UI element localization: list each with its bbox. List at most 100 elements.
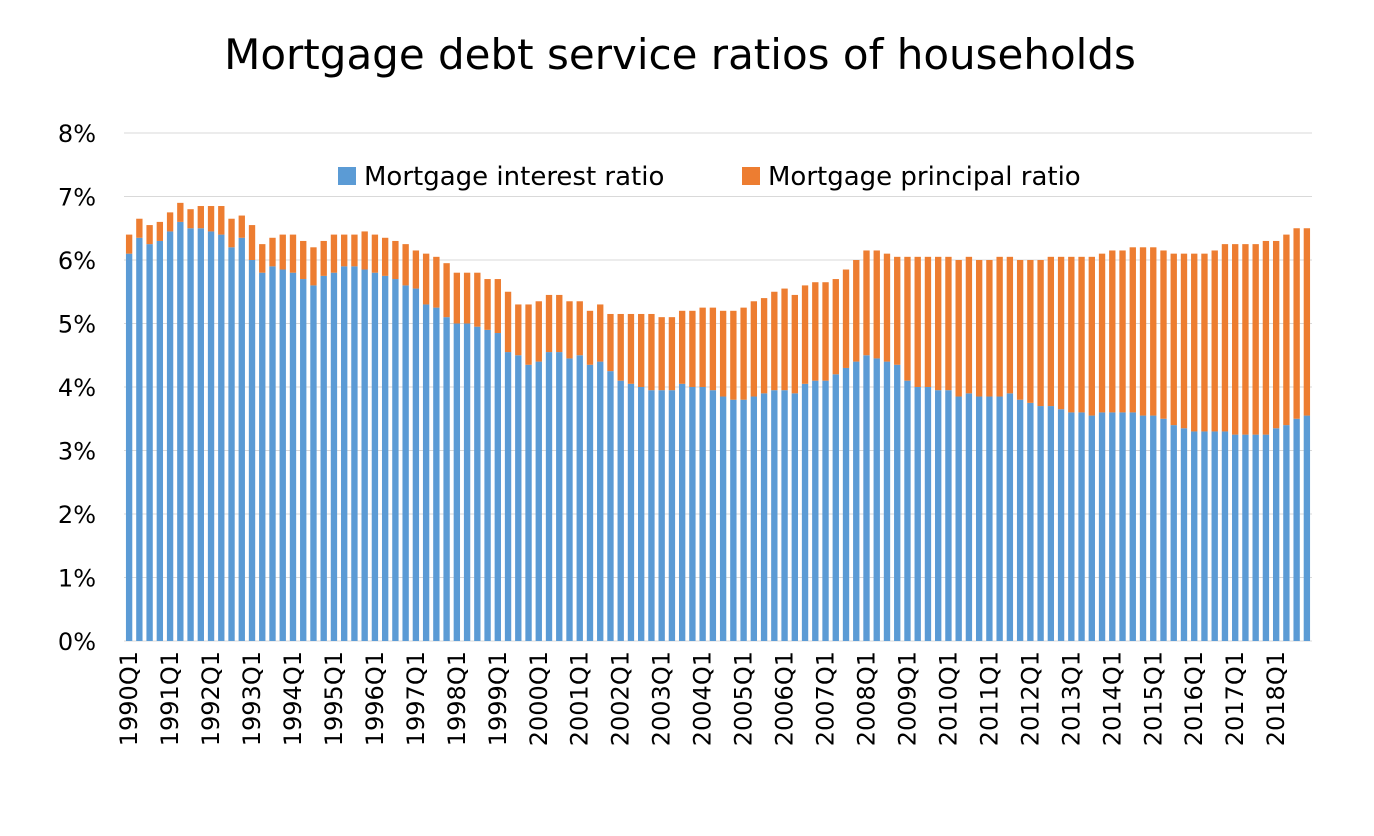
bar-principal bbox=[453, 272, 461, 324]
bar-principal bbox=[996, 256, 1003, 397]
bar-interest bbox=[1068, 412, 1075, 641]
bar-principal bbox=[1057, 256, 1065, 410]
bar-principal bbox=[248, 225, 256, 260]
bar-interest bbox=[1283, 425, 1290, 641]
bar-principal bbox=[300, 240, 307, 280]
bar-principal bbox=[504, 291, 512, 353]
bar-principal bbox=[730, 310, 737, 400]
bar-interest bbox=[627, 383, 635, 641]
bar-interest bbox=[986, 396, 993, 641]
bar-interest bbox=[1242, 434, 1249, 641]
bar-principal bbox=[853, 260, 860, 362]
bar-interest bbox=[381, 275, 389, 641]
bar-interest bbox=[781, 390, 788, 641]
bar-interest bbox=[1037, 406, 1044, 641]
bar-interest bbox=[156, 240, 164, 641]
bar-principal bbox=[914, 256, 921, 387]
bar-interest bbox=[740, 399, 747, 641]
bar-principal bbox=[136, 218, 143, 238]
bar-interest bbox=[955, 396, 962, 641]
bar-interest bbox=[494, 333, 501, 641]
bar-principal bbox=[781, 288, 788, 391]
x-tick-label: 1998Q1 bbox=[443, 651, 471, 746]
bar-principal bbox=[709, 307, 717, 391]
bar-interest bbox=[1098, 412, 1106, 641]
bar-principal bbox=[812, 282, 819, 381]
bar-interest bbox=[1262, 434, 1270, 641]
legend-label: Mortgage interest ratio bbox=[364, 162, 664, 192]
bar-interest bbox=[187, 228, 194, 641]
bar-interest bbox=[535, 361, 542, 641]
bar-interest bbox=[996, 396, 1003, 641]
bar-principal bbox=[832, 279, 839, 375]
x-tick-label: 1992Q1 bbox=[197, 651, 225, 746]
bar-principal bbox=[658, 317, 665, 391]
bar-principal bbox=[904, 256, 911, 381]
bar-interest bbox=[1016, 399, 1024, 641]
bar-principal bbox=[648, 313, 655, 391]
x-tick-label: 2018Q1 bbox=[1262, 651, 1290, 746]
legend-swatch bbox=[742, 167, 760, 185]
bar-principal bbox=[402, 244, 409, 286]
x-tick-label: 1995Q1 bbox=[320, 651, 348, 746]
bar-principal bbox=[392, 240, 399, 280]
bar-principal bbox=[463, 272, 471, 324]
bar-interest bbox=[515, 355, 522, 641]
bar-interest bbox=[1119, 412, 1126, 641]
bar-principal bbox=[361, 231, 368, 270]
bar-interest bbox=[228, 247, 235, 642]
x-tick-label: 2010Q1 bbox=[934, 651, 962, 746]
bar-interest bbox=[1221, 431, 1229, 641]
y-tick-label: 3% bbox=[58, 438, 96, 466]
y-tick-label: 0% bbox=[58, 628, 96, 656]
bar-principal bbox=[433, 256, 440, 308]
bar-interest bbox=[1027, 402, 1034, 641]
bar-principal bbox=[1170, 253, 1177, 426]
legend: Mortgage interest ratio Mortgage principa… bbox=[338, 162, 1081, 192]
bar-interest bbox=[586, 364, 594, 641]
x-tick-label: 2008Q1 bbox=[853, 651, 881, 746]
y-tick-label: 4% bbox=[58, 374, 96, 402]
bar-principal bbox=[822, 282, 829, 381]
bar-interest bbox=[638, 387, 645, 641]
x-tick-label: 2005Q1 bbox=[730, 651, 758, 746]
bar-interest bbox=[883, 361, 891, 641]
bar-principal bbox=[341, 234, 348, 267]
bar-interest bbox=[873, 358, 880, 641]
bar-interest bbox=[279, 269, 286, 641]
bar-principal bbox=[689, 310, 696, 387]
bar-interest bbox=[791, 393, 798, 641]
bar-interest bbox=[1191, 431, 1198, 641]
bar-interest bbox=[1150, 415, 1157, 641]
bar-principal bbox=[289, 234, 297, 273]
bar-interest bbox=[474, 326, 481, 641]
bar-principal bbox=[668, 317, 676, 391]
bar-principal bbox=[412, 250, 420, 289]
bar-interest bbox=[1180, 428, 1188, 641]
bar-interest bbox=[310, 285, 317, 641]
bar-interest bbox=[975, 396, 983, 641]
bar-principal bbox=[863, 250, 870, 356]
x-tick-label: 1993Q1 bbox=[238, 651, 266, 746]
bar-principal bbox=[1078, 256, 1085, 413]
bar-principal bbox=[873, 250, 880, 359]
x-tick-label: 2012Q1 bbox=[1016, 651, 1044, 746]
bar-interest bbox=[904, 380, 911, 641]
x-tick-label: 2009Q1 bbox=[893, 651, 921, 746]
x-tick-label: 2014Q1 bbox=[1098, 651, 1126, 746]
bar-interest bbox=[853, 361, 860, 641]
bar-interest bbox=[218, 234, 225, 641]
bar-principal bbox=[965, 256, 973, 394]
bar-interest bbox=[361, 269, 368, 641]
legend-label: Mortgage principal ratio bbox=[768, 162, 1081, 192]
x-tick-label: 1991Q1 bbox=[156, 651, 184, 746]
y-tick-label: 2% bbox=[58, 501, 96, 529]
bar-interest bbox=[1252, 434, 1259, 641]
bar-principal bbox=[1037, 260, 1044, 407]
bar-principal bbox=[351, 234, 358, 267]
bar-principal bbox=[760, 298, 768, 394]
bar-principal bbox=[525, 304, 532, 365]
bar-interest bbox=[125, 253, 133, 641]
y-tick-label: 5% bbox=[58, 311, 96, 339]
bar-principal bbox=[1221, 244, 1229, 432]
